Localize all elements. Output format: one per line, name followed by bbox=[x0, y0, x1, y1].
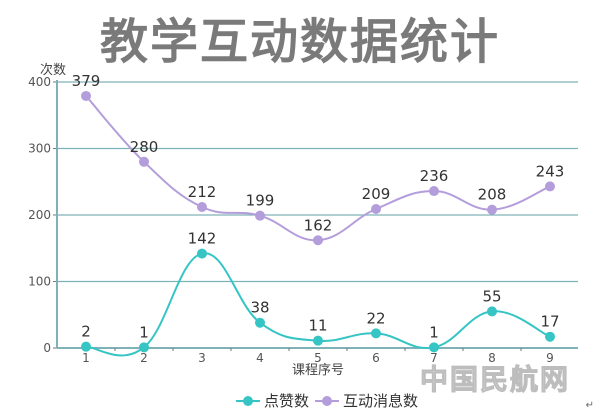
series-line bbox=[85, 252, 551, 357]
x-tick-label: 1 bbox=[82, 351, 90, 365]
legend-marker-icon bbox=[315, 395, 340, 407]
data-label: 280 bbox=[130, 138, 159, 156]
x-tick-label: 5 bbox=[314, 351, 322, 365]
data-label: 209 bbox=[362, 185, 391, 203]
legend-label: 点赞数 bbox=[264, 392, 310, 410]
legend-item-messages[interactable]: 互动消息数 bbox=[315, 390, 418, 411]
data-label: 1 bbox=[429, 323, 439, 341]
y-axis-title: 次数 bbox=[40, 62, 66, 78]
data-label: 11 bbox=[308, 317, 327, 335]
x-tick-label: 6 bbox=[372, 351, 380, 365]
x-axis-title: 课程序号 bbox=[292, 363, 344, 378]
data-label: 2 bbox=[81, 323, 91, 341]
legend-label: 互动消息数 bbox=[343, 392, 419, 410]
x-tick-label: 7 bbox=[430, 351, 438, 365]
y-tick-label: 200 bbox=[28, 208, 51, 222]
data-label: 162 bbox=[304, 216, 333, 234]
data-label: 142 bbox=[188, 230, 217, 248]
data-point bbox=[197, 248, 207, 259]
data-label: 17 bbox=[540, 313, 559, 331]
return-mark: ↵ bbox=[585, 400, 594, 411]
data-point bbox=[139, 156, 149, 167]
data-label: 236 bbox=[420, 167, 449, 185]
data-point bbox=[313, 235, 323, 246]
data-label: 22 bbox=[366, 309, 385, 327]
legend-marker-icon bbox=[236, 395, 260, 407]
x-tick-label: 9 bbox=[546, 351, 554, 365]
data-point bbox=[81, 341, 91, 352]
data-point bbox=[545, 181, 555, 192]
data-label: 199 bbox=[246, 192, 275, 210]
y-tick-label: 0 bbox=[43, 341, 51, 355]
data-label: 38 bbox=[250, 299, 269, 317]
data-point bbox=[487, 204, 497, 215]
data-point bbox=[255, 317, 265, 328]
data-point bbox=[81, 90, 91, 101]
legend-dot bbox=[243, 395, 253, 406]
x-tick-label: 4 bbox=[256, 351, 264, 365]
data-point bbox=[487, 306, 497, 317]
data-point bbox=[429, 186, 439, 197]
data-label: 243 bbox=[536, 162, 565, 180]
x-tick-label: 3 bbox=[198, 351, 206, 365]
data-point bbox=[255, 210, 265, 221]
data-point bbox=[313, 335, 323, 346]
x-tick-label: 8 bbox=[488, 351, 496, 365]
legend-dot bbox=[322, 395, 333, 406]
data-label: 1 bbox=[139, 323, 149, 341]
data-point bbox=[429, 342, 439, 353]
x-tick-label: 2 bbox=[140, 351, 148, 365]
watermark: 中国民航网 bbox=[419, 363, 571, 397]
data-label: 379 bbox=[72, 72, 101, 90]
data-point bbox=[545, 331, 555, 342]
data-label: 55 bbox=[482, 287, 501, 305]
data-label: 212 bbox=[188, 183, 217, 201]
y-tick-label: 400 bbox=[28, 75, 51, 89]
legend-item-likes[interactable]: 点赞数 bbox=[236, 390, 309, 411]
data-label: 208 bbox=[478, 186, 507, 204]
chart-title: 教学互动数据统计 bbox=[99, 14, 500, 70]
y-tick-label: 300 bbox=[28, 142, 51, 156]
legend: 点赞数 互动消息数 bbox=[236, 390, 418, 411]
data-point bbox=[197, 202, 207, 213]
title-band bbox=[92, 0, 528, 62]
data-point bbox=[371, 328, 381, 339]
y-tick-label: 100 bbox=[28, 275, 51, 289]
data-point bbox=[139, 342, 149, 353]
data-point bbox=[371, 204, 381, 215]
